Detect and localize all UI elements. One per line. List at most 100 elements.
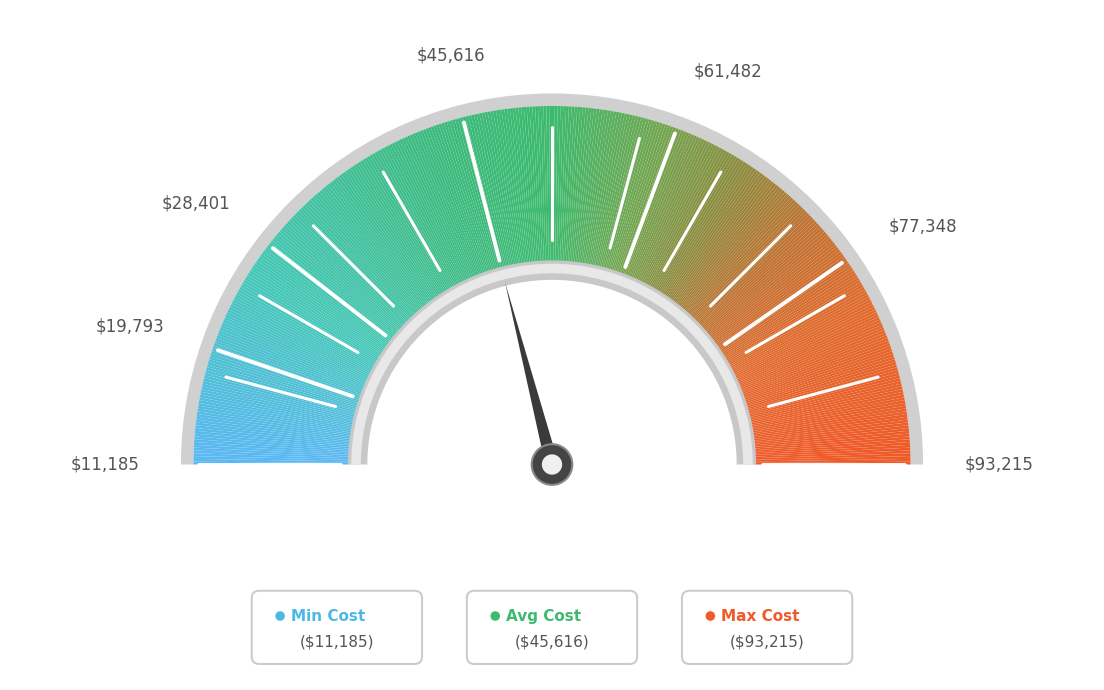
Text: $11,185: $11,185 [71,455,139,473]
Wedge shape [735,309,877,378]
Wedge shape [410,135,473,278]
Wedge shape [258,256,386,348]
Wedge shape [723,270,854,355]
Wedge shape [752,403,905,431]
Wedge shape [570,108,586,262]
Wedge shape [563,106,574,262]
Wedge shape [753,417,907,439]
Wedge shape [750,378,901,417]
Wedge shape [505,109,527,263]
Wedge shape [755,442,910,453]
Wedge shape [290,217,405,326]
Wedge shape [253,266,383,353]
Wedge shape [298,209,410,321]
Wedge shape [402,138,468,280]
Wedge shape [745,357,894,405]
Wedge shape [668,170,758,298]
Wedge shape [546,106,551,262]
Wedge shape [309,199,415,315]
Wedge shape [210,354,359,403]
Wedge shape [493,110,520,264]
Wedge shape [553,106,558,262]
Wedge shape [736,312,878,380]
Wedge shape [460,117,501,268]
Wedge shape [739,325,883,387]
Wedge shape [530,106,541,262]
Wedge shape [310,197,416,314]
Wedge shape [646,146,720,285]
Wedge shape [273,238,394,337]
Wedge shape [208,362,358,408]
Wedge shape [623,128,679,275]
Wedge shape [471,115,508,266]
Wedge shape [574,108,594,263]
Wedge shape [596,115,633,266]
Wedge shape [234,297,372,371]
Wedge shape [647,148,722,286]
Wedge shape [236,292,374,368]
Wedge shape [195,428,350,446]
Wedge shape [370,155,450,290]
Wedge shape [202,386,353,422]
Text: Min Cost: Min Cost [290,609,364,624]
Wedge shape [732,297,870,371]
Wedge shape [745,354,894,403]
Wedge shape [560,106,569,262]
Wedge shape [603,117,644,268]
Wedge shape [339,175,433,301]
Wedge shape [195,425,350,444]
Wedge shape [709,236,830,336]
Wedge shape [688,197,794,314]
Wedge shape [587,111,616,265]
Wedge shape [518,108,534,262]
Wedge shape [619,126,673,273]
Wedge shape [267,245,392,342]
Wedge shape [742,335,888,393]
Wedge shape [754,420,909,441]
Wedge shape [716,254,843,346]
Wedge shape [755,448,911,457]
Wedge shape [559,106,566,262]
Text: ($93,215): ($93,215) [730,634,805,649]
Wedge shape [222,322,365,385]
Wedge shape [648,149,724,286]
Wedge shape [607,119,652,269]
Wedge shape [412,133,475,277]
Wedge shape [362,159,446,292]
Wedge shape [193,456,349,462]
Wedge shape [581,110,605,264]
Wedge shape [417,131,477,276]
Wedge shape [746,362,896,408]
Wedge shape [566,107,580,262]
Wedge shape [634,137,700,279]
Wedge shape [390,144,461,284]
Wedge shape [223,319,367,384]
Wedge shape [640,141,710,282]
Wedge shape [692,205,802,319]
Wedge shape [251,268,382,354]
Wedge shape [407,135,471,279]
Wedge shape [720,263,850,352]
Wedge shape [279,230,399,333]
Wedge shape [194,436,350,450]
Wedge shape [743,343,890,397]
Wedge shape [420,130,479,275]
Wedge shape [474,114,509,266]
Wedge shape [289,219,404,326]
Wedge shape [197,417,351,439]
Wedge shape [213,346,360,399]
Wedge shape [601,117,641,268]
Wedge shape [745,351,893,402]
Wedge shape [247,273,381,357]
Text: $61,482: $61,482 [693,62,763,80]
Wedge shape [433,126,486,273]
Wedge shape [210,357,359,405]
Wedge shape [749,375,900,415]
Wedge shape [205,370,355,413]
Wedge shape [197,411,351,436]
Wedge shape [323,186,424,308]
Wedge shape [718,256,846,348]
Wedge shape [565,107,577,262]
Wedge shape [285,223,402,329]
Wedge shape [512,108,531,263]
